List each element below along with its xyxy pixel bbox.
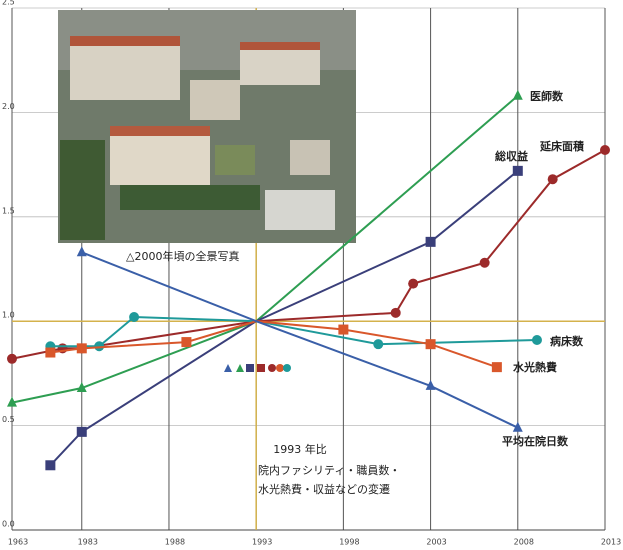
series-line: [11, 94, 519, 404]
series-label: 医師数: [530, 89, 564, 103]
series-label: 病床数: [550, 334, 584, 348]
marker: [7, 353, 17, 364]
marker: [531, 334, 542, 345]
marker: [512, 165, 523, 176]
marker: [491, 362, 502, 373]
marker: [181, 337, 192, 348]
series-label: 延床面積: [539, 139, 585, 153]
y-tick-label: 0.5: [2, 415, 15, 424]
marker: [373, 339, 384, 350]
series-label: 水光熱費: [513, 360, 557, 374]
annotation: 水光熱費・収益などの変遷: [258, 482, 390, 496]
marker: [45, 460, 56, 471]
x-tick-label: 1963: [8, 538, 28, 547]
marker: [76, 382, 87, 393]
annotation: 院内ファシリティ・職員数・: [258, 463, 400, 477]
marker: [76, 343, 87, 354]
x-tick-label: 1988: [165, 538, 185, 547]
x-tick-label: 2013: [601, 538, 621, 547]
x-tick-label: 2008: [514, 538, 534, 547]
marker: [600, 144, 610, 155]
series-label: 平均在院日数: [502, 434, 569, 448]
y-tick-label: 0.0: [2, 520, 15, 529]
marker: [479, 257, 490, 268]
marker: [76, 426, 87, 437]
marker: [425, 339, 436, 350]
photo-caption: △2000年頃の全景写真: [126, 249, 239, 263]
y-tick-label: 2.5: [2, 0, 15, 7]
marker: [129, 312, 140, 323]
marker: [425, 379, 436, 390]
y-tick-label: 1.0: [2, 311, 15, 320]
series-line: [81, 251, 519, 429]
marker: [76, 246, 87, 257]
x-tick-label: 1998: [339, 538, 359, 547]
marker-cluster: [224, 364, 291, 372]
marker: [390, 307, 401, 318]
series-line: [50, 316, 538, 348]
x-tick-label: 2003: [426, 538, 446, 547]
x-tick-label: 1983: [78, 538, 98, 547]
marker: [512, 421, 523, 432]
photo: [58, 10, 356, 243]
series-label: 総収益: [495, 149, 528, 163]
x-tick-label: 1993: [252, 538, 272, 547]
y-tick-label: 1.5: [2, 206, 15, 215]
annotation: 1993 年比: [273, 442, 327, 456]
marker: [425, 236, 436, 247]
marker: [547, 174, 558, 185]
marker: [338, 324, 349, 335]
marker: [7, 396, 17, 407]
marker: [94, 341, 105, 352]
marker: [512, 89, 523, 100]
marker: [45, 347, 56, 358]
marker: [408, 278, 419, 289]
y-tick-label: 2.0: [2, 102, 15, 111]
